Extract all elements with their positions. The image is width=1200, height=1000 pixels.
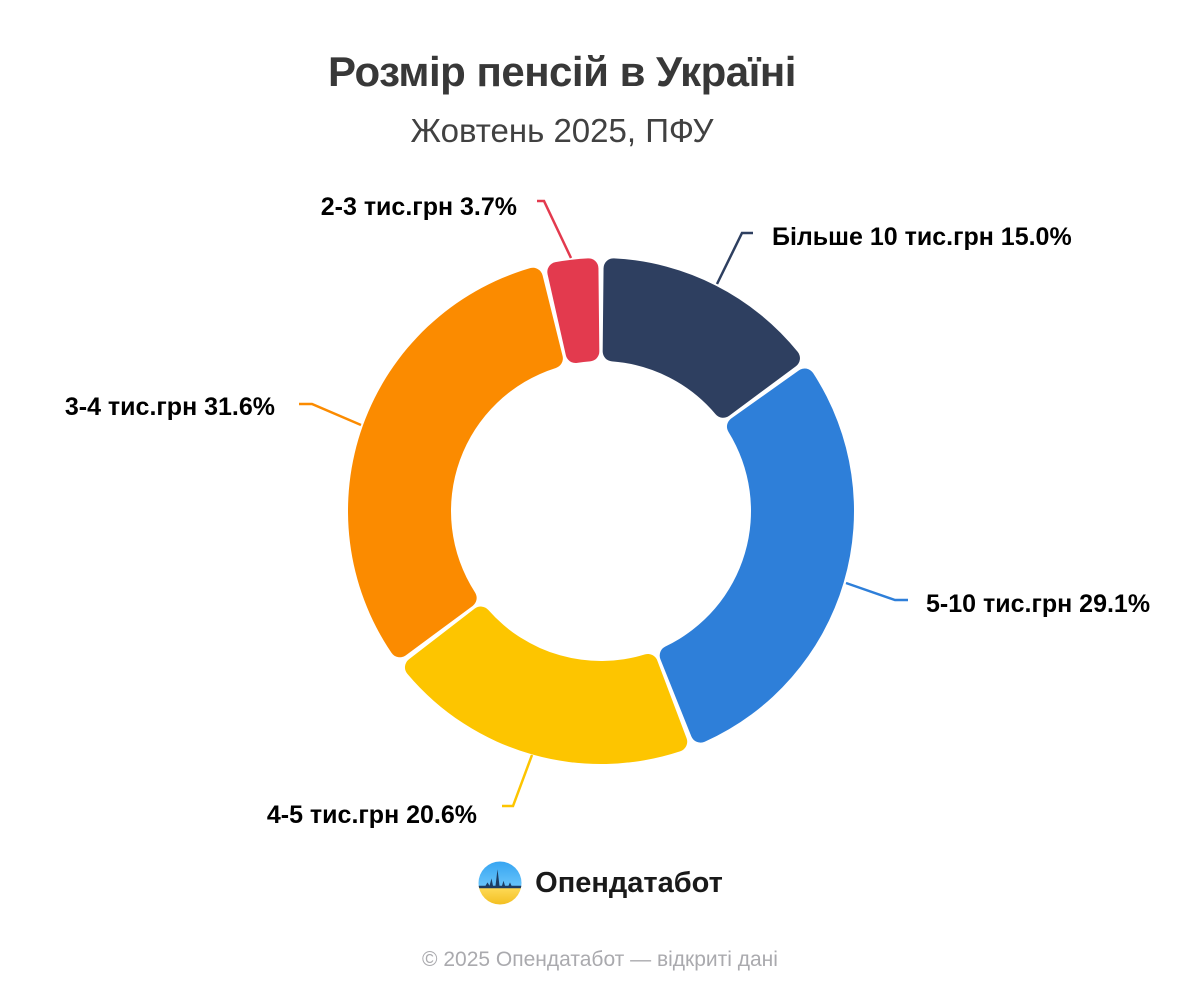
leader-line-2-3k: [537, 199, 573, 259]
slice-label-5-10k: 5-10 тис.грн 29.1%: [926, 590, 1151, 618]
logo-field-half: [478, 886, 522, 905]
copyright-footer: © 2025 Опендатабот — відкриті дані: [422, 948, 778, 971]
chart-subtitle: Жовтень 2025, ПФУ: [410, 112, 714, 149]
donut-segment-3-4k: [348, 267, 563, 658]
logo-skyline-silhouette: [478, 869, 522, 889]
leader-line-3-4k: [299, 402, 362, 427]
donut-segment-4-5k: [404, 606, 688, 765]
logo-sky-half: [478, 861, 522, 886]
leader-line-5-10k: [845, 581, 908, 602]
slice-label-over-10k: Більше 10 тис.грн 15.0%: [772, 223, 1072, 251]
opendatabot-logo-text: Опендатабот: [535, 866, 723, 899]
donut-segment-over-10k: [602, 258, 800, 418]
donut-segment-5-10k: [659, 368, 855, 743]
leader-line-4-5k: [502, 754, 534, 808]
donut-segment-2-3k: [547, 258, 600, 364]
slice-label-2-3k: 2-3 тис.грн 3.7%: [320, 193, 517, 221]
slice-label-3-4k: 3-4 тис.грн 31.6%: [64, 393, 275, 421]
header: Розмір пенсій в Україні Жовтень 2025, ПФ…: [0, 48, 1124, 150]
chart-title: Розмір пенсій в Україні: [328, 48, 796, 95]
opendatabot-logo-icon: [478, 861, 522, 905]
leader-line-over-10k: [715, 231, 753, 285]
opendatabot-logo: Опендатабот: [0, 860, 1200, 906]
slice-label-4-5k: 4-5 тис.грн 20.6%: [266, 801, 477, 829]
